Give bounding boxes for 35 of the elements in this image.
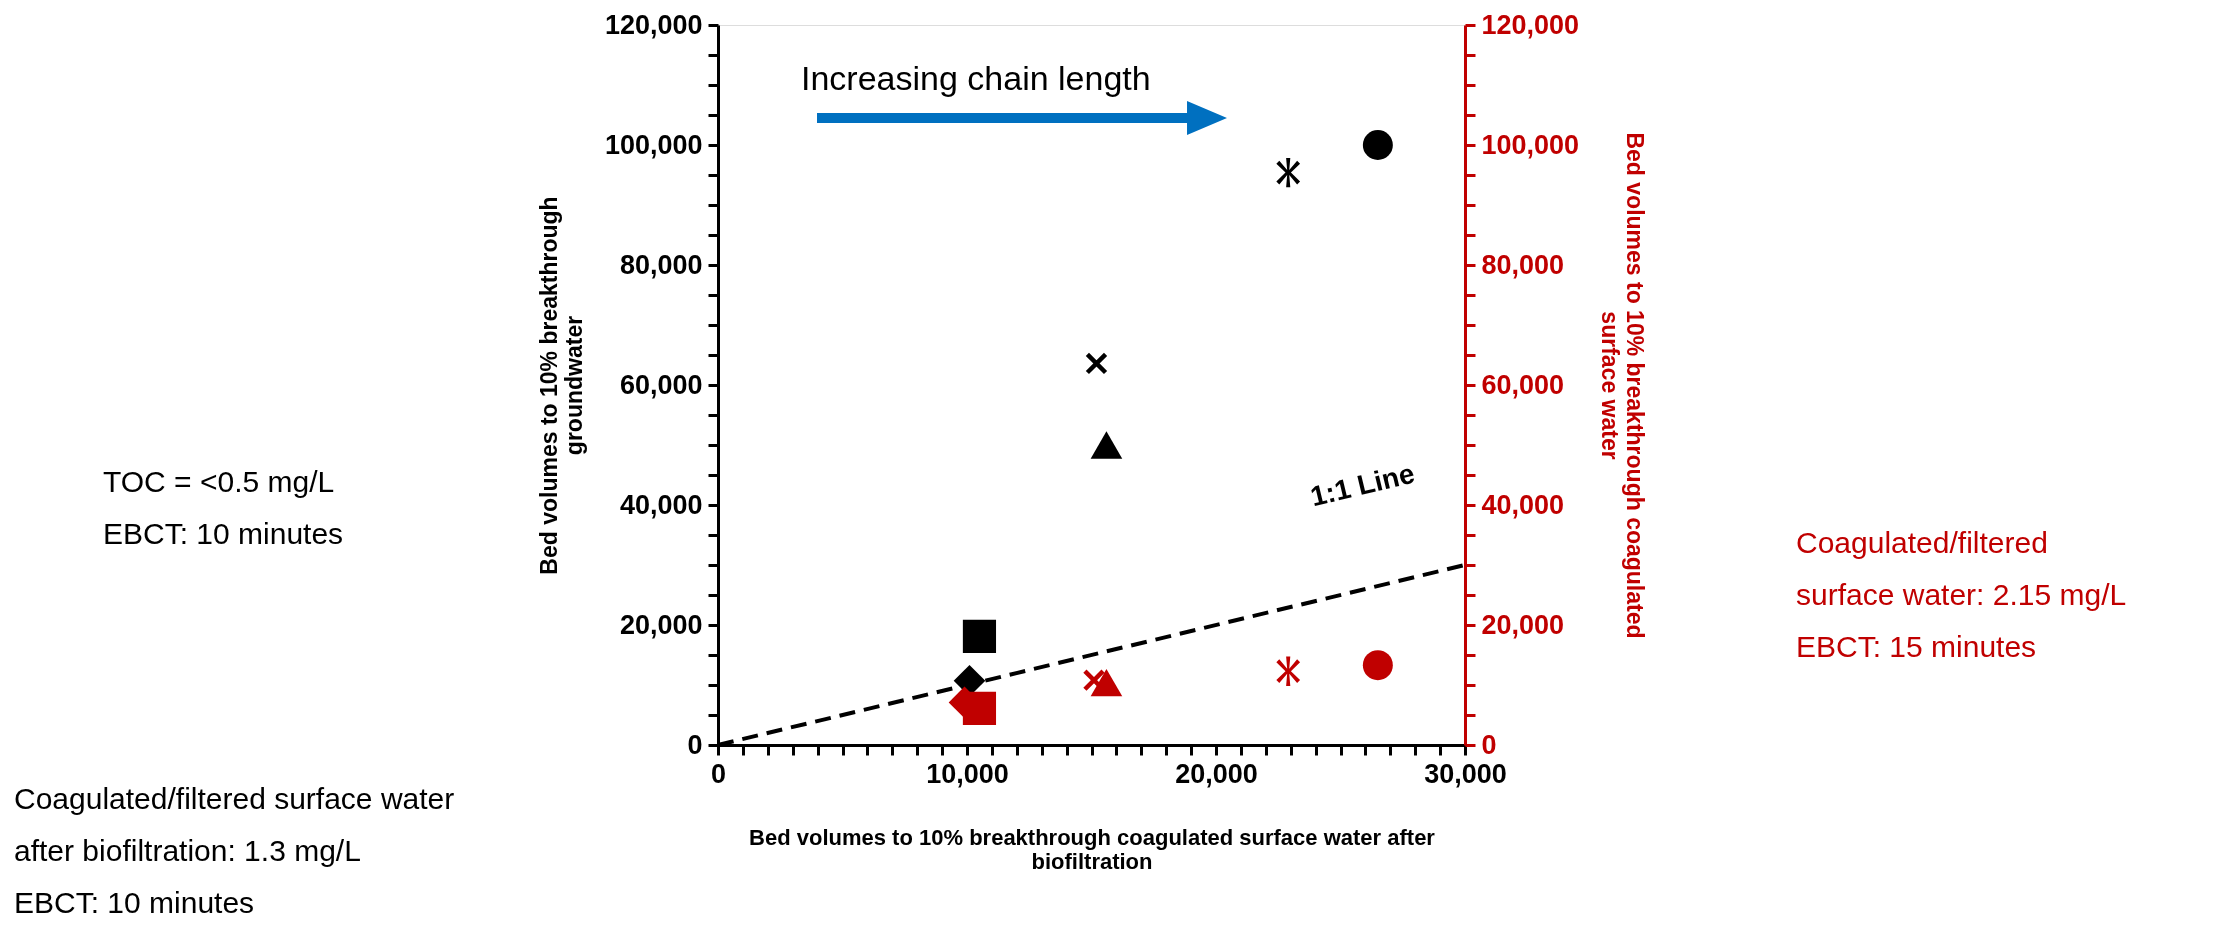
y2-tick-label: 0: [1481, 729, 1497, 760]
y2-tick-label: 60,000: [1481, 369, 1565, 400]
y2-axis-title: Bed volumes to 10% breakthrough coagulated surface water: [1597, 132, 1649, 639]
x-axis-title: Bed volumes to 10% breakthrough coagulated surface water after biofiltration: [749, 824, 1436, 874]
y-tick-label: 100,000: [604, 129, 703, 160]
x-tick-label: 20,000: [1175, 758, 1258, 789]
y-tick-label: 40,000: [619, 489, 703, 520]
point: [1276, 157, 1301, 188]
point: [1276, 656, 1301, 686]
point: [1362, 130, 1393, 160]
y-tick-label: 60,000: [619, 369, 703, 400]
y2-tick-label: 40,000: [1481, 489, 1565, 520]
y2-tick-label: 100,000: [1481, 129, 1580, 160]
y-tick-label: 0: [687, 729, 703, 760]
y-tick-label: 80,000: [619, 249, 703, 280]
point: [1090, 668, 1123, 697]
text: Coagulated/filtered surface water: 2.15 mg/L EBCT: 15 minutes: [1796, 526, 2127, 663]
y-axis-title: Bed volumes to 10% breakthrough groundwater: [535, 196, 587, 575]
x-tick-label: 30,000: [1424, 758, 1507, 789]
point: [1362, 650, 1393, 681]
point: [962, 619, 997, 653]
text: Coagulated/filtered surface water after biofiltration: 1.3 mg/L EBCT: 10 minutes: [14, 782, 455, 919]
x-tick-label: 0: [710, 758, 727, 789]
point: [1090, 431, 1123, 459]
point: [1082, 668, 1106, 692]
text: TOC = <0.5 mg/L EBCT: 10 minutes: [103, 465, 344, 550]
y2-tick-label: 80,000: [1481, 249, 1565, 280]
x-tick-label: 10,000: [926, 758, 1009, 789]
y2-tick-label: 120,000: [1481, 9, 1580, 40]
y2-tick-label: 20,000: [1481, 609, 1565, 640]
y-tick-label: 120,000: [604, 9, 703, 40]
annotation: Increasing chain length: [801, 59, 1151, 97]
annotation: 1:1 Line: [1307, 457, 1418, 513]
y-tick-label: 20,000: [619, 609, 703, 640]
point: [1085, 352, 1108, 375]
